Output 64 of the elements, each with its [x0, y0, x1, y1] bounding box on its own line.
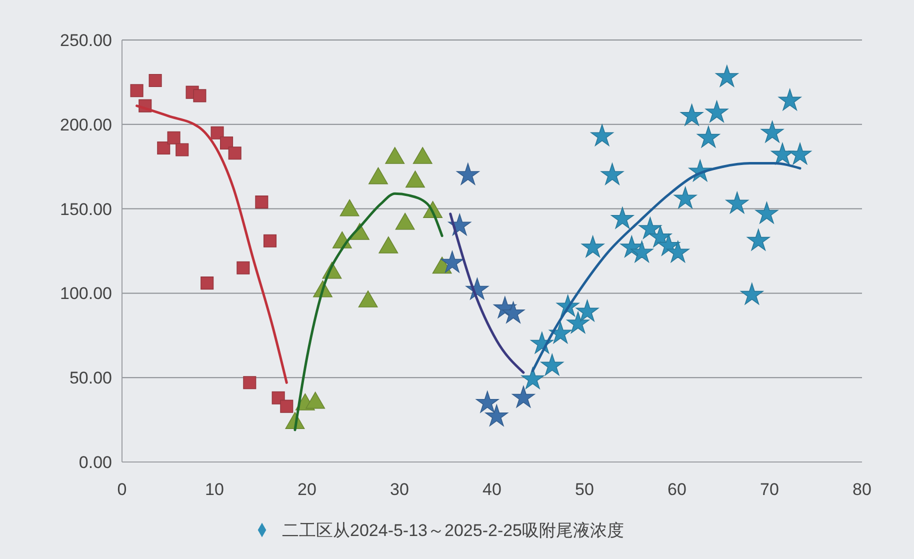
point: [705, 100, 728, 122]
point: [666, 240, 690, 262]
point: [440, 250, 464, 273]
point: [521, 367, 544, 390]
legend-label: 二工区从2024-5-13～2025-2-25吸附尾液浓度: [282, 520, 624, 540]
point: [167, 131, 180, 144]
point: [157, 142, 170, 155]
point: [236, 261, 250, 274]
x-tick-label: 0: [117, 480, 127, 499]
point: [549, 322, 572, 344]
y-tick-label: 0.00: [78, 452, 112, 472]
point: [590, 124, 614, 146]
point: [243, 376, 256, 390]
point: [306, 392, 326, 409]
x-tick-label: 80: [852, 480, 872, 499]
point: [512, 386, 535, 408]
x-tick-label: 10: [205, 480, 224, 499]
point: [228, 146, 242, 160]
point: [280, 400, 294, 413]
point: [771, 142, 794, 165]
point: [716, 65, 738, 87]
point: [581, 236, 604, 258]
point: [193, 89, 206, 102]
point: [255, 196, 268, 209]
x-tick-label: 50: [575, 480, 594, 499]
y-tick-label: 150.00: [60, 200, 112, 219]
point: [566, 312, 590, 334]
point: [210, 126, 224, 140]
point: [600, 163, 624, 185]
point: [502, 301, 525, 324]
y-tick-label: 50.00: [69, 368, 112, 388]
line-series: [136, 104, 288, 384]
point: [476, 390, 499, 413]
x-tick-label: 40: [482, 480, 502, 499]
point: [130, 84, 144, 98]
point: [638, 217, 662, 239]
point: [760, 120, 784, 143]
point: [747, 228, 770, 251]
point: [740, 282, 764, 305]
point: [755, 202, 778, 224]
point: [485, 404, 508, 426]
point: [697, 126, 720, 148]
point: [726, 192, 749, 214]
point: [788, 142, 812, 165]
point: [611, 206, 634, 229]
point: [148, 74, 162, 88]
point: [674, 186, 697, 208]
y-tick-label: 200.00: [60, 115, 112, 134]
x-tick-label: 60: [668, 480, 686, 499]
x-tick-label: 70: [760, 480, 779, 499]
x-tick-label: 30: [390, 480, 409, 499]
point: [680, 104, 704, 126]
point: [263, 234, 277, 248]
point: [176, 143, 189, 156]
y-tick-label: 100.00: [60, 284, 112, 304]
point: [540, 354, 564, 376]
point: [456, 163, 480, 185]
point: [220, 136, 234, 150]
y-tick-label: 250.00: [60, 30, 112, 50]
point: [630, 240, 654, 262]
x-tick-label: 20: [298, 480, 316, 499]
point: [200, 276, 214, 290]
point: [576, 300, 599, 322]
point: [778, 88, 802, 111]
